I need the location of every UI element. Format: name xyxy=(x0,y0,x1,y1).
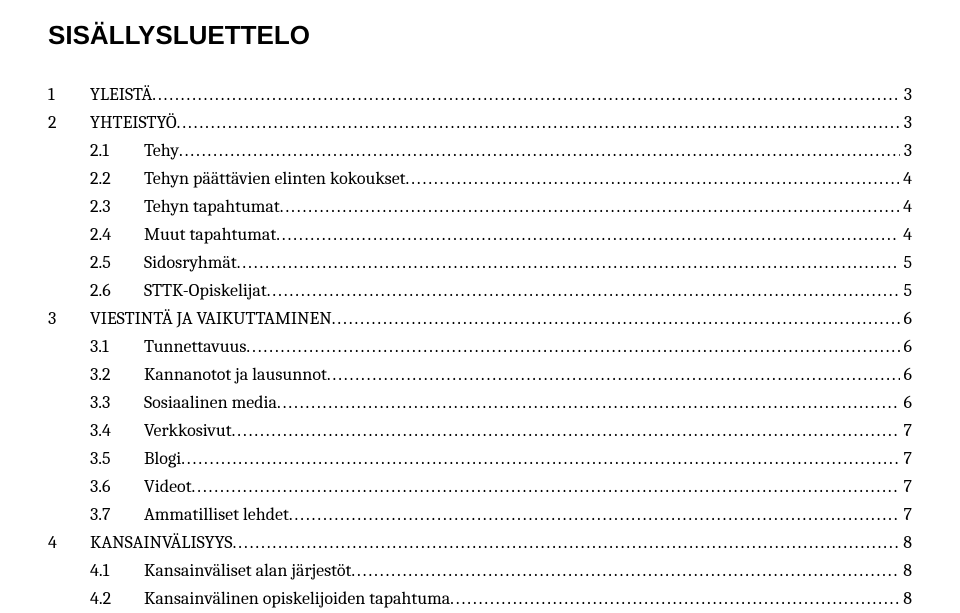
toc-entry-number: 2 xyxy=(48,109,90,137)
toc-entry-label: Kansainvälinen opiskelijoiden tapahtuma xyxy=(144,585,450,613)
toc-entry-number: 3.5 xyxy=(90,445,144,473)
toc-entry-number: 1 xyxy=(48,81,90,109)
toc-entry-label: Kansainväliset alan järjestöt xyxy=(144,557,351,585)
toc-entry-page: 6 xyxy=(900,389,912,417)
toc-entry-number: 2.5 xyxy=(90,249,144,277)
toc-entry-number: 3.7 xyxy=(90,501,144,529)
toc-entry-label: Tehyn tapahtumat xyxy=(144,193,280,221)
toc-entry-page: 5 xyxy=(899,277,912,305)
toc-entry: 4.2Kansainvälinen opiskelijoiden tapahtu… xyxy=(48,585,912,613)
toc-leader-dots xyxy=(177,109,900,137)
toc-entry: 1YLEISTÄ 3 xyxy=(48,81,912,109)
toc-entry-number: 2.1 xyxy=(90,137,144,165)
toc-entry-page: 3 xyxy=(900,137,912,165)
toc-entry-number: 4 xyxy=(48,529,90,557)
toc-entry-label: Ammatilliset lehdet xyxy=(144,501,289,529)
toc-leader-dots xyxy=(280,193,899,221)
toc-entry-page: 5 xyxy=(899,249,912,277)
toc-entry: 3.5Blogi 7 xyxy=(48,445,912,473)
toc-leader-dots xyxy=(246,333,899,361)
toc-entry: 4.1Kansainväliset alan järjestöt 8 xyxy=(48,557,912,585)
toc-entry-page: 7 xyxy=(900,473,912,501)
toc-entry: 2.3Tehyn tapahtumat 4 xyxy=(48,193,912,221)
toc-entry-label: YHTEISTYÖ xyxy=(90,109,177,137)
toc-leader-dots xyxy=(192,473,900,501)
toc-entry-number: 4.1 xyxy=(90,557,144,585)
toc-entry-number: 3.2 xyxy=(90,361,144,389)
toc-leader-dots xyxy=(276,221,899,249)
toc-leader-dots xyxy=(332,305,900,333)
toc-entry: 3.7Ammatilliset lehdet 7 xyxy=(48,501,912,529)
toc-entry-page: 7 xyxy=(900,417,912,445)
toc-entry-number: 3.3 xyxy=(90,389,144,417)
toc-entry-page: 4 xyxy=(899,221,912,249)
toc-entry-number: 2.2 xyxy=(90,165,144,193)
toc-entry-page: 6 xyxy=(900,305,912,333)
toc-entry-label: STTK-Opiskelijat xyxy=(144,277,267,305)
toc-entry: 3.4Verkkosivut 7 xyxy=(48,417,912,445)
toc-entry-label: Tehyn päättävien elinten kokoukset xyxy=(144,165,406,193)
toc-entry-label: VIESTINTÄ JA VAIKUTTAMINEN xyxy=(90,305,332,333)
toc-entry-number: 3.1 xyxy=(90,333,144,361)
toc-entry-page: 6 xyxy=(900,361,912,389)
toc-entry-label: KANSAINVÄLISYYS xyxy=(90,529,233,557)
toc-leader-dots xyxy=(233,529,900,557)
toc-leader-dots xyxy=(450,585,899,613)
toc-leader-dots xyxy=(179,137,900,165)
toc-entry-page: 8 xyxy=(899,529,912,557)
toc-leader-dots xyxy=(237,249,900,277)
toc-entry-label: Videot xyxy=(144,473,192,501)
toc-entry: 3.6Videot 7 xyxy=(48,473,912,501)
toc-entry-page: 7 xyxy=(900,445,912,473)
toc-entry-number: 2.4 xyxy=(90,221,144,249)
toc-leader-dots xyxy=(406,165,900,193)
toc-entry-number: 3.6 xyxy=(90,473,144,501)
toc-leader-dots xyxy=(181,445,899,473)
toc-entry: 2.2Tehyn päättävien elinten kokoukset 4 xyxy=(48,165,912,193)
toc-entry-label: Tunnettavuus xyxy=(144,333,246,361)
toc-entry: 2.5Sidosryhmät 5 xyxy=(48,249,912,277)
toc-entry-label: YLEISTÄ xyxy=(90,81,152,109)
toc-entry-number: 4.2 xyxy=(90,585,144,613)
toc-entry-label: Verkkosivut xyxy=(144,417,232,445)
toc-entry: 3.1Tunnettavuus 6 xyxy=(48,333,912,361)
toc-entry: 3VIESTINTÄ JA VAIKUTTAMINEN 6 xyxy=(48,305,912,333)
toc-entry: 2.6STTK-Opiskelijat 5 xyxy=(48,277,912,305)
toc-leader-dots xyxy=(152,81,899,109)
toc-entry-number: 2.6 xyxy=(90,277,144,305)
toc-entry-page: 4 xyxy=(899,193,912,221)
toc-entry: 3.2Kannanotot ja lausunnot 6 xyxy=(48,361,912,389)
toc-entry-page: 6 xyxy=(900,333,912,361)
page-title: SISÄLLYSLUETTELO xyxy=(48,20,912,51)
toc-leader-dots xyxy=(289,501,900,529)
toc-leader-dots xyxy=(267,277,900,305)
toc-entry: 2YHTEISTYÖ 3 xyxy=(48,109,912,137)
toc-entry-page: 7 xyxy=(900,501,912,529)
toc-entry: 3.3Sosiaalinen media 6 xyxy=(48,389,912,417)
toc-leader-dots xyxy=(351,557,899,585)
toc-entry-label: Kannanotot ja lausunnot xyxy=(144,361,327,389)
table-of-contents: 1YLEISTÄ32YHTEISTYÖ32.1Tehy32.2Tehyn pää… xyxy=(48,81,912,613)
toc-leader-dots xyxy=(232,417,900,445)
toc-entry-page: 8 xyxy=(899,585,912,613)
toc-entry-page: 8 xyxy=(899,557,912,585)
toc-entry-number: 2.3 xyxy=(90,193,144,221)
toc-entry-page: 3 xyxy=(900,109,912,137)
toc-entry: 2.4Muut tapahtumat 4 xyxy=(48,221,912,249)
toc-entry: 2.1Tehy 3 xyxy=(48,137,912,165)
toc-entry-page: 4 xyxy=(899,165,912,193)
toc-entry-label: Muut tapahtumat xyxy=(144,221,276,249)
toc-leader-dots xyxy=(277,389,900,417)
toc-entry-label: Sidosryhmät xyxy=(144,249,237,277)
toc-entry-number: 3.4 xyxy=(90,417,144,445)
toc-entry-label: Sosiaalinen media xyxy=(144,389,277,417)
toc-entry-page: 3 xyxy=(900,81,912,109)
toc-entry-label: Tehy xyxy=(144,137,179,165)
toc-entry: 4KANSAINVÄLISYYS 8 xyxy=(48,529,912,557)
toc-entry-label: Blogi xyxy=(144,445,181,473)
toc-entry-number: 3 xyxy=(48,305,90,333)
toc-leader-dots xyxy=(327,361,900,389)
